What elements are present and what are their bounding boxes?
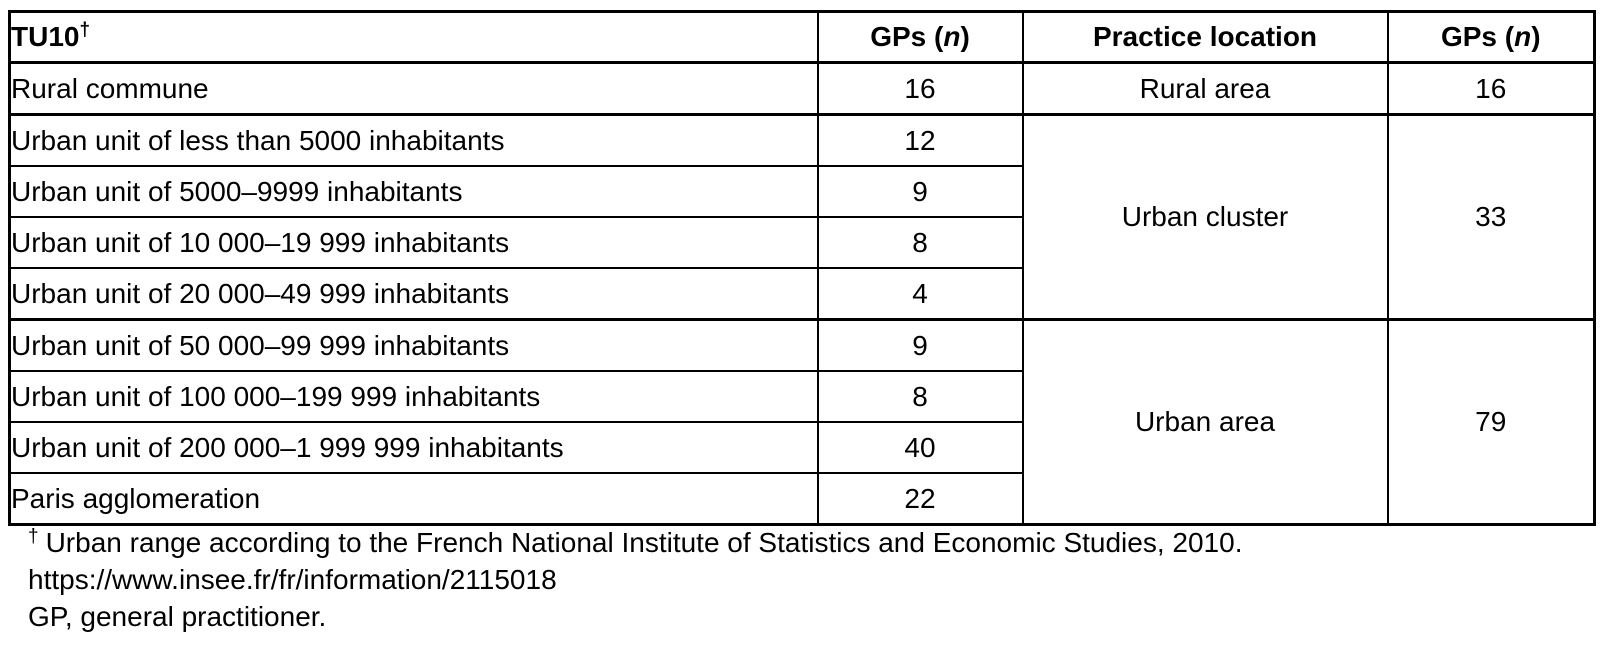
gps-count-cell: 12 bbox=[816, 113, 1024, 167]
location-gps-count-cell: 79 bbox=[1386, 318, 1596, 526]
practice-location-cell: Rural area bbox=[1021, 61, 1389, 116]
gps-label-prefix: GPs ( bbox=[870, 21, 944, 52]
gps-count-cell: 16 bbox=[816, 61, 1024, 116]
gps-count-cell: 8 bbox=[816, 370, 1024, 423]
table-row: Paris agglomeration 22 bbox=[8, 472, 1595, 526]
footnote-dagger: † bbox=[28, 525, 39, 547]
header-tu10-dagger: † bbox=[79, 19, 91, 41]
header-gps-n-left: GPs (n) bbox=[816, 10, 1024, 64]
tu10-cell: Urban unit of 50 000–99 999 inhabitants bbox=[8, 318, 819, 372]
tu10-cell: Rural commune bbox=[8, 61, 819, 116]
table-row: Rural commune 16 Rural area 16 bbox=[8, 61, 1596, 116]
table-row: Urban unit of 100 000–199 999 inhabitant… bbox=[8, 370, 1595, 423]
tu10-cell: Urban unit of 20 000–49 999 inhabitants bbox=[8, 267, 819, 321]
header-tu10-label: TU10 bbox=[11, 21, 80, 52]
header-practice-location: Practice location bbox=[1021, 10, 1389, 64]
table-row: Urban unit of 5000–9999 inhabitants 9 bbox=[8, 165, 1595, 218]
table-row: Urban unit of 200 000–1 999 999 inhabita… bbox=[8, 421, 1595, 474]
table-row: Urban unit of less than 5000 inhabitants… bbox=[8, 113, 1596, 321]
gps-count-cell: 8 bbox=[816, 216, 1024, 269]
footnote-url: https://www.insee.fr/fr/information/2115… bbox=[28, 564, 557, 595]
location-gps-count-cell: 16 bbox=[1386, 61, 1596, 116]
table-row: Urban unit of 50 000–99 999 inhabitants … bbox=[8, 318, 1596, 526]
footnote-source-text: Urban range according to the French Nati… bbox=[45, 527, 1243, 558]
table-row: Urban unit of 20 000–49 999 inhabitants … bbox=[8, 267, 1595, 321]
gps-count-cell: 9 bbox=[816, 318, 1024, 372]
table-header-row: TU10† GPs (n) Practice location GPs (n) bbox=[8, 10, 1596, 64]
tu10-cell: Paris agglomeration bbox=[8, 472, 819, 526]
gps-count-cell: 4 bbox=[816, 267, 1024, 321]
header-gps-n-right: GPs (n) bbox=[1386, 10, 1596, 64]
table-row: Urban unit of 10 000–19 999 inhabitants … bbox=[8, 216, 1595, 269]
gps-label-n: n bbox=[943, 21, 961, 52]
practice-location-cell: Urban cluster bbox=[1021, 113, 1389, 321]
tu10-practice-location-table: TU10† GPs (n) Practice location GPs (n) … bbox=[8, 10, 1596, 526]
location-gps-count-cell: 33 bbox=[1386, 113, 1596, 321]
gps-label-suffix: ) bbox=[1531, 21, 1541, 52]
table-footnotes: † Urban range according to the French Nat… bbox=[28, 524, 1242, 635]
tu10-cell: Urban unit of 100 000–199 999 inhabitant… bbox=[8, 370, 819, 423]
tu10-cell: Urban unit of 200 000–1 999 999 inhabita… bbox=[8, 421, 819, 474]
gps-label-suffix: ) bbox=[960, 21, 970, 52]
practice-location-cell: Urban area bbox=[1021, 318, 1389, 526]
gps-count-cell: 22 bbox=[816, 472, 1024, 526]
header-tu10: TU10† bbox=[8, 10, 819, 64]
gps-label-prefix: GPs ( bbox=[1440, 21, 1515, 52]
tu10-cell: Urban unit of 5000–9999 inhabitants bbox=[8, 165, 819, 218]
gps-label-n: n bbox=[1514, 21, 1532, 52]
tu10-cell: Urban unit of 10 000–19 999 inhabitants bbox=[8, 216, 819, 269]
tu10-cell: Urban unit of less than 5000 inhabitants bbox=[8, 113, 819, 167]
gps-count-cell: 9 bbox=[816, 165, 1024, 218]
footnote-abbreviation: GP, general practitioner. bbox=[28, 601, 327, 632]
gps-count-cell: 40 bbox=[816, 421, 1024, 474]
footnote-source: † Urban range according to the French Nat… bbox=[28, 524, 1242, 561]
